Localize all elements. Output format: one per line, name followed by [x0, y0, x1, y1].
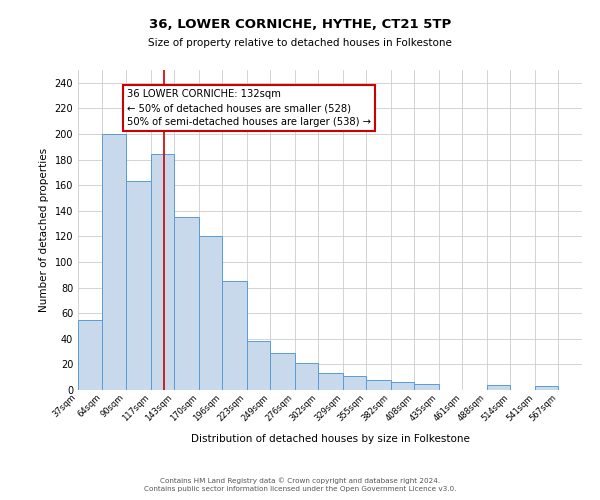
Bar [391, 382, 415, 390]
Bar [126, 182, 151, 390]
X-axis label: Distribution of detached houses by size in Folkestone: Distribution of detached houses by size … [191, 434, 469, 444]
Bar [103, 134, 126, 390]
Bar [199, 236, 222, 390]
Bar [247, 342, 270, 390]
Bar [270, 353, 295, 390]
Bar [343, 376, 366, 390]
Text: 36, LOWER CORNICHE, HYTHE, CT21 5TP: 36, LOWER CORNICHE, HYTHE, CT21 5TP [149, 18, 451, 30]
Bar [174, 217, 199, 390]
Bar [78, 320, 103, 390]
Text: Size of property relative to detached houses in Folkestone: Size of property relative to detached ho… [148, 38, 452, 48]
Bar [366, 380, 391, 390]
Bar [318, 374, 343, 390]
Text: Contains HM Land Registry data © Crown copyright and database right 2024.
Contai: Contains HM Land Registry data © Crown c… [144, 478, 456, 492]
Bar [535, 386, 559, 390]
Bar [295, 363, 318, 390]
Text: 36 LOWER CORNICHE: 132sqm
← 50% of detached houses are smaller (528)
50% of semi: 36 LOWER CORNICHE: 132sqm ← 50% of detac… [127, 89, 371, 127]
Bar [151, 154, 174, 390]
Bar [487, 385, 511, 390]
Y-axis label: Number of detached properties: Number of detached properties [39, 148, 49, 312]
Bar [222, 281, 247, 390]
Bar [415, 384, 439, 390]
